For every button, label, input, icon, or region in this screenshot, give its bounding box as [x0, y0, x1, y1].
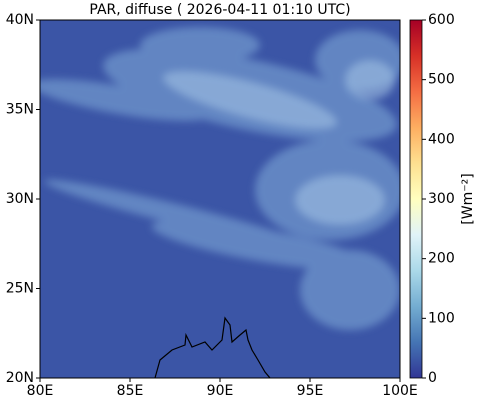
- colorbar-tick-label: 300: [428, 191, 455, 207]
- colorbar: [409, 19, 423, 379]
- x-tick-label: 95E: [297, 383, 324, 399]
- chart-title: PAR, diffuse ( 2026-04-11 01:10 UTC): [89, 2, 350, 18]
- x-tick-label: 90E: [207, 383, 234, 399]
- colorbar-tick-label: 600: [428, 12, 455, 28]
- map-field: [40, 20, 400, 378]
- x-tick-label: 85E: [117, 383, 144, 399]
- y-tick-label: 40N: [6, 12, 34, 28]
- colorbar-tick-label: 200: [428, 251, 455, 267]
- x-tick-label: 80E: [27, 383, 54, 399]
- colorbar-label: [Wm⁻²]: [460, 173, 476, 224]
- y-tick-label: 30N: [6, 191, 34, 207]
- x-tick-label: 100E: [382, 383, 418, 399]
- y-tick-label: 20N: [6, 370, 34, 386]
- y-tick-label: 35N: [6, 102, 34, 118]
- colorbar-tick-label: 500: [428, 72, 455, 88]
- coastline: [154, 316, 271, 378]
- colorbar-tick-label: 400: [428, 131, 455, 147]
- colorbar-tick-label: 0: [428, 370, 437, 386]
- colorbar-tick-label: 100: [428, 310, 455, 326]
- y-tick-label: 25N: [6, 281, 34, 297]
